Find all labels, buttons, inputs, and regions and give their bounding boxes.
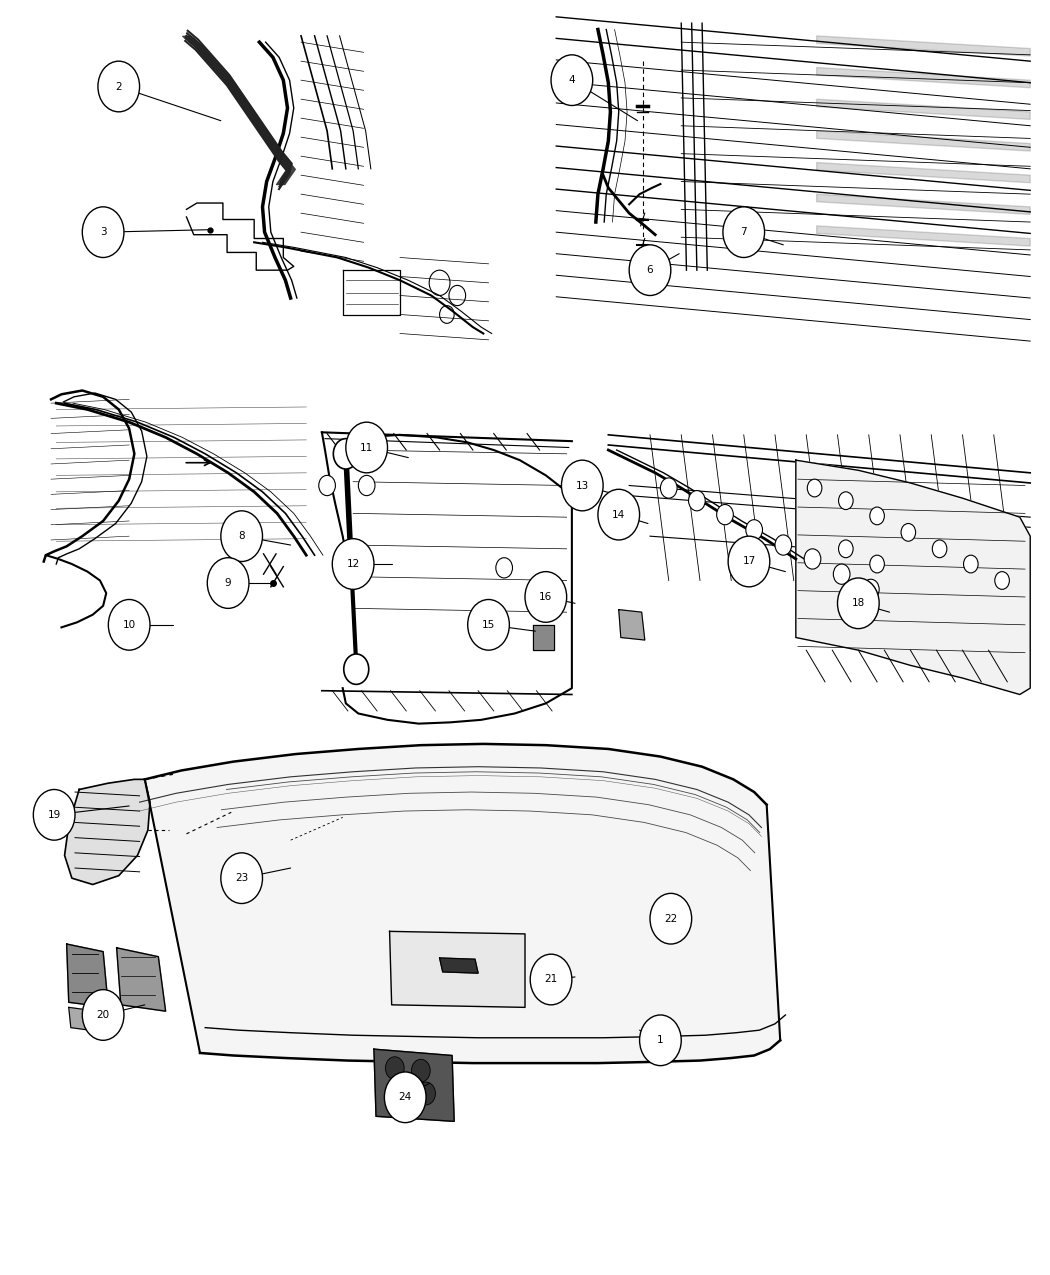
Circle shape: [839, 492, 853, 510]
Polygon shape: [533, 625, 554, 650]
Circle shape: [417, 1082, 436, 1105]
Polygon shape: [817, 226, 1030, 246]
Circle shape: [332, 539, 374, 589]
Polygon shape: [817, 194, 1030, 214]
Circle shape: [467, 599, 509, 650]
Circle shape: [932, 541, 947, 557]
Circle shape: [862, 579, 879, 599]
Text: 12: 12: [346, 558, 360, 569]
Text: 7: 7: [740, 227, 747, 237]
Circle shape: [319, 476, 335, 496]
Circle shape: [722, 207, 764, 258]
Polygon shape: [817, 162, 1030, 182]
Text: 15: 15: [482, 620, 496, 630]
Polygon shape: [817, 131, 1030, 152]
Text: 1: 1: [657, 1035, 664, 1046]
Text: 16: 16: [540, 592, 552, 602]
Text: 10: 10: [123, 620, 135, 630]
Circle shape: [869, 555, 884, 572]
Text: 8: 8: [238, 532, 245, 541]
Text: 22: 22: [665, 914, 677, 923]
Polygon shape: [817, 99, 1030, 120]
Polygon shape: [117, 947, 166, 1011]
Circle shape: [333, 439, 358, 469]
Circle shape: [639, 1015, 681, 1066]
Circle shape: [220, 511, 262, 561]
Polygon shape: [817, 36, 1030, 56]
Text: 19: 19: [47, 810, 61, 820]
Circle shape: [964, 555, 979, 572]
Circle shape: [746, 520, 762, 541]
Text: 3: 3: [100, 227, 106, 237]
Circle shape: [358, 476, 375, 496]
Text: 14: 14: [612, 510, 626, 520]
Circle shape: [834, 564, 851, 584]
Polygon shape: [374, 1049, 455, 1122]
Text: 2: 2: [116, 82, 122, 92]
Circle shape: [384, 1072, 426, 1122]
Circle shape: [525, 571, 567, 622]
Circle shape: [34, 789, 75, 840]
Circle shape: [660, 478, 677, 499]
Text: 9: 9: [225, 578, 231, 588]
Circle shape: [385, 1057, 404, 1080]
Circle shape: [108, 599, 150, 650]
Circle shape: [597, 490, 639, 541]
Text: 24: 24: [399, 1093, 412, 1103]
Polygon shape: [66, 944, 108, 1007]
Circle shape: [530, 954, 572, 1005]
Text: 4: 4: [568, 75, 575, 85]
Polygon shape: [145, 743, 780, 1063]
Text: 20: 20: [97, 1010, 109, 1020]
Text: 17: 17: [742, 556, 756, 566]
Circle shape: [562, 460, 603, 511]
Circle shape: [804, 548, 821, 569]
Polygon shape: [65, 779, 150, 885]
Circle shape: [901, 524, 916, 541]
Circle shape: [82, 989, 124, 1040]
Circle shape: [220, 853, 262, 904]
Polygon shape: [796, 460, 1030, 695]
Circle shape: [689, 491, 706, 511]
Circle shape: [629, 245, 671, 296]
Circle shape: [551, 55, 592, 106]
Polygon shape: [817, 68, 1030, 88]
Circle shape: [994, 571, 1009, 589]
Text: 21: 21: [544, 974, 558, 984]
Circle shape: [650, 894, 692, 944]
Circle shape: [345, 422, 387, 473]
Circle shape: [98, 61, 140, 112]
Polygon shape: [618, 609, 645, 640]
Text: 6: 6: [647, 265, 653, 275]
Circle shape: [728, 537, 770, 586]
Circle shape: [207, 557, 249, 608]
Circle shape: [839, 541, 853, 557]
Circle shape: [869, 507, 884, 525]
Text: 23: 23: [235, 873, 248, 884]
Circle shape: [412, 1060, 430, 1082]
Text: 13: 13: [575, 481, 589, 491]
Circle shape: [807, 479, 822, 497]
Circle shape: [838, 578, 879, 629]
Circle shape: [343, 654, 369, 685]
Polygon shape: [68, 1007, 89, 1030]
Circle shape: [496, 557, 512, 578]
Circle shape: [82, 207, 124, 258]
Polygon shape: [390, 931, 525, 1007]
Circle shape: [775, 536, 792, 555]
Circle shape: [391, 1080, 410, 1103]
Text: 18: 18: [852, 598, 865, 608]
Polygon shape: [440, 958, 478, 973]
Text: 11: 11: [360, 442, 374, 453]
Circle shape: [717, 505, 733, 525]
